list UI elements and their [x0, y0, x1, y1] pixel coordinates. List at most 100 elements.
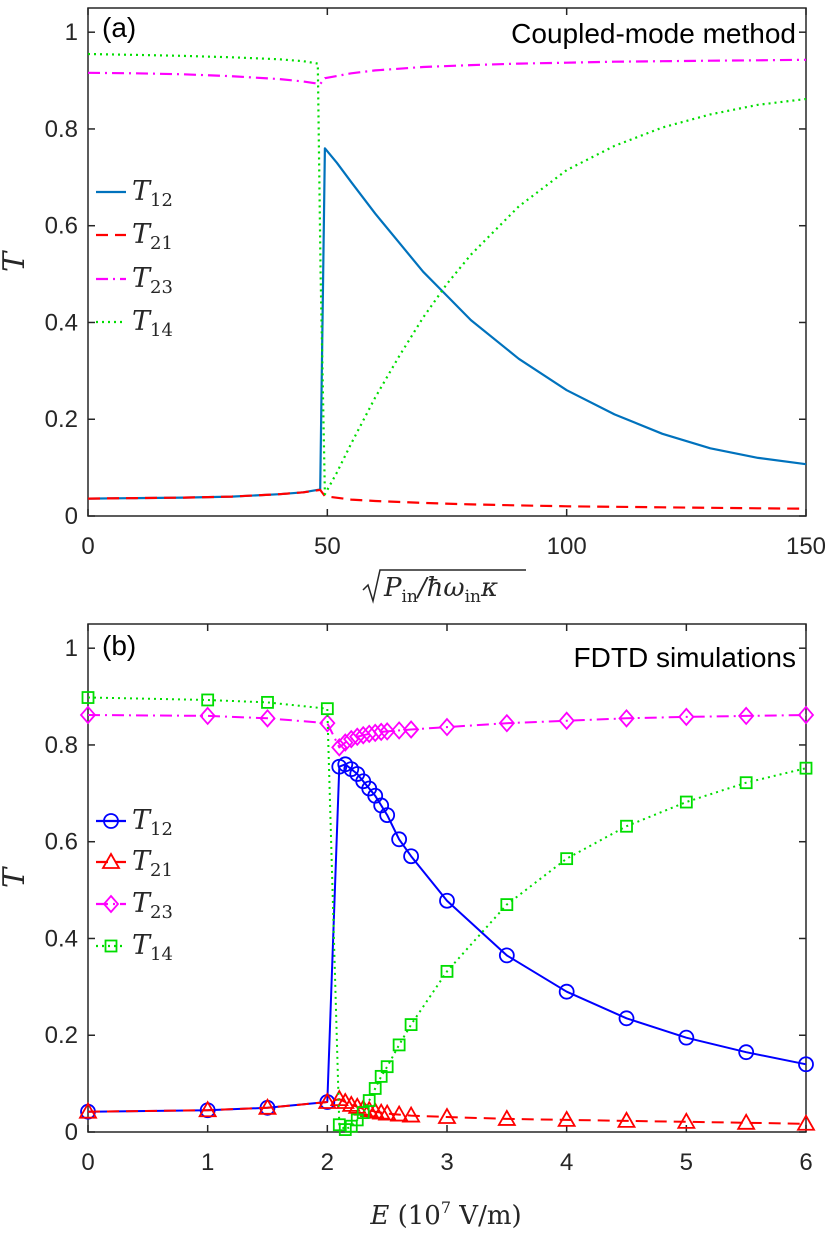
- y-tick-label: 0.2: [45, 1022, 78, 1049]
- y-tick-label: 0.6: [45, 829, 78, 856]
- panel-b-x-axis-label: E (107 V/m): [369, 1198, 521, 1231]
- x-tick-label: 100: [547, 533, 587, 560]
- svg-text:Pin/ħωinκ: Pin/ħωinκ: [383, 573, 498, 607]
- data-point-t14: [392, 1038, 406, 1052]
- panel-b-title: FDTD simulations: [574, 642, 796, 673]
- legend-marker: [102, 894, 120, 914]
- panel-a-y-axis-label: T: [0, 250, 32, 272]
- data-point-t21: [317, 1092, 337, 1109]
- data-point-t21: [78, 1101, 98, 1119]
- y-tick-label: 1: [65, 19, 78, 46]
- panel-b-x-ticks: 0 1 2 3 4 5 6: [81, 624, 813, 1176]
- panel-b-series: [78, 691, 816, 1136]
- data-point-t12: [738, 1044, 755, 1061]
- panel-a-legend: T12 T21 T23 T14: [96, 176, 173, 341]
- data-point-t23: [797, 705, 815, 725]
- data-point-t23: [319, 713, 336, 733]
- data-point-t14: [799, 761, 813, 775]
- legend-item-t23: T23: [96, 263, 173, 298]
- legend-item-t12: T12: [96, 805, 173, 840]
- legend-item-t14: T14: [96, 930, 173, 965]
- x-label-hbar-omega: /ħω: [415, 573, 465, 603]
- legend-label: T14: [132, 930, 173, 965]
- data-point-t21: [557, 1110, 577, 1127]
- series-line-t12: [87, 763, 807, 1113]
- series-line-t14: [87, 52, 807, 496]
- data-point-t23: [498, 713, 516, 733]
- panel-b-y-ticks: 0 0.2 0.4 0.6 0.8 1: [45, 635, 806, 1146]
- data-point-t23: [678, 707, 695, 727]
- data-point-t14: [404, 1018, 418, 1031]
- y-tick-label: 0.4: [45, 925, 78, 952]
- data-point-t23: [737, 706, 755, 726]
- panel-a-axes-box: [87, 7, 807, 517]
- data-point-t14: [261, 695, 274, 709]
- legend-item-t21: T21: [96, 219, 173, 254]
- data-point-t21: [377, 1103, 397, 1121]
- y-tick-label: 0: [65, 1119, 78, 1146]
- panel-b: 0 0.2 0.4 0.6 0.8 1 0 1 2 3 4 5 6 (b) FDTD simulati…: [0, 623, 816, 1231]
- data-point-t14: [620, 819, 633, 833]
- panel-a-series: [87, 52, 807, 510]
- legend-item-t12: T12: [96, 176, 173, 211]
- x-label-exponent: 7: [441, 1198, 451, 1217]
- data-point-t12: [678, 1029, 695, 1046]
- x-tick-label: 3: [440, 1149, 453, 1176]
- data-point-t23: [618, 708, 635, 728]
- panel-a-x-axis-label: Pin/ħωinκ: [362, 569, 526, 607]
- data-point-t21: [198, 1100, 218, 1118]
- panel-b-label: (b): [102, 630, 136, 661]
- data-point-t21: [796, 1113, 816, 1131]
- x-label-omega-sub: in: [465, 587, 481, 607]
- x-tick-label: 6: [799, 1149, 812, 1176]
- panel-b-axes-box: [87, 623, 807, 1133]
- panel-a-label: (a): [102, 12, 136, 43]
- panel-b-y-axis-label: T: [0, 866, 32, 888]
- data-point-t12: [439, 892, 455, 909]
- x-tick-label: 0: [81, 533, 94, 560]
- data-point-t23: [378, 722, 396, 741]
- data-point-t23: [331, 738, 348, 757]
- x-label-power-sub: in: [402, 587, 418, 607]
- data-point-t23: [337, 733, 354, 752]
- data-point-t14: [739, 776, 753, 790]
- data-point-t21: [257, 1097, 278, 1115]
- x-label-open: (10: [389, 1201, 441, 1231]
- data-point-t21: [497, 1109, 517, 1126]
- y-tick-label: 1: [65, 635, 78, 662]
- data-point-t23: [199, 706, 216, 726]
- data-point-t23: [79, 705, 97, 725]
- data-point-t12: [618, 1010, 635, 1027]
- legend-label: T12: [132, 176, 173, 211]
- data-point-t23: [402, 720, 420, 739]
- data-point-t12: [498, 947, 515, 964]
- data-point-t12: [558, 983, 575, 1000]
- x-tick-label: 2: [321, 1149, 334, 1176]
- legend-label: T14: [132, 306, 173, 341]
- legend-item-t23: T23: [96, 888, 173, 923]
- data-point-t14: [679, 795, 693, 809]
- legend-item-t21: T21: [96, 846, 173, 881]
- series-line-t23: [87, 58, 807, 86]
- data-point-t14: [356, 1106, 370, 1120]
- panel-a: 0 0.2 0.4 0.6 0.8 1 0 50 100 150 (a) Coupled-mod…: [0, 7, 826, 607]
- data-point-t21: [389, 1104, 409, 1122]
- data-point-t23: [367, 723, 384, 743]
- data-point-t23: [390, 721, 408, 740]
- data-point-t21: [371, 1102, 391, 1120]
- data-point-t12: [391, 831, 408, 848]
- panel-a-y-ticks: 0 0.2 0.4 0.6 0.8 1: [45, 19, 806, 530]
- series-line-t21: [87, 1098, 807, 1125]
- legend-marker: [101, 852, 121, 869]
- data-point-t21: [736, 1112, 756, 1130]
- data-point-t14: [362, 1094, 376, 1107]
- data-point-t14: [440, 964, 454, 978]
- x-tick-label: 50: [314, 533, 341, 560]
- data-point-t23: [558, 711, 575, 731]
- data-point-t14: [320, 702, 334, 716]
- data-point-t14: [500, 898, 514, 912]
- panel-a-title: Coupled-mode method: [511, 18, 796, 49]
- data-point-t23: [259, 708, 276, 728]
- legend-label: T23: [132, 888, 173, 923]
